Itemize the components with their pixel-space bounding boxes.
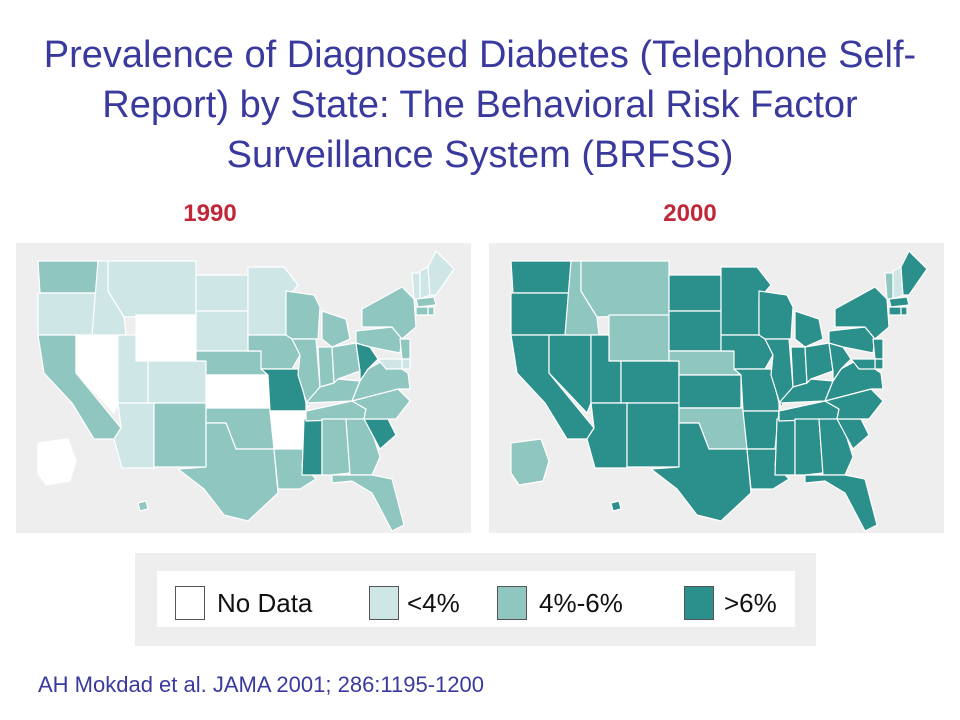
state-or [37, 292, 99, 336]
state-nm [153, 402, 207, 468]
state-tx [650, 422, 752, 522]
state-ak [37, 438, 77, 486]
state-ri [900, 306, 908, 316]
state-vt [884, 272, 894, 300]
state-fl [804, 474, 878, 532]
state-ar [269, 410, 307, 450]
state-tx [177, 422, 279, 522]
state-ct [888, 306, 902, 316]
states-layer [37, 250, 455, 532]
legend-swatch-no-data [175, 586, 205, 620]
state-ri [427, 306, 435, 316]
state-mi [321, 310, 351, 348]
state-az [113, 402, 155, 469]
state-nd [668, 274, 722, 312]
state-ak [510, 438, 550, 486]
state-co [147, 360, 207, 404]
state-ne [195, 350, 267, 376]
state-ne [668, 350, 740, 376]
state-ks [205, 374, 269, 409]
state-vt [411, 272, 421, 300]
state-in [317, 346, 335, 388]
state-md [850, 358, 876, 370]
state-nd [195, 274, 249, 312]
map-panel-1990 [16, 243, 471, 533]
legend-panel: No Data <4% 4%-6% >6% [157, 571, 795, 627]
state-wy [608, 314, 670, 362]
slide-title: Prevalence of Diagnosed Diabetes (Teleph… [43, 34, 917, 176]
state-nm [626, 402, 680, 468]
state-il [764, 338, 794, 408]
state-mi [794, 310, 824, 348]
state-wa [510, 260, 572, 294]
legend-label-mid: 4%-6% [539, 588, 623, 618]
state-wi [758, 290, 794, 340]
us-map-2000 [510, 250, 928, 532]
state-oh [804, 342, 834, 384]
state-oh [331, 342, 361, 384]
state-ar [742, 410, 780, 450]
map-year-label-1990: 1990 [183, 200, 237, 227]
legend-label-high: >6% [724, 588, 777, 618]
state-hi [137, 500, 149, 512]
legend-swatch-high [684, 586, 714, 620]
map-panel-2000 [489, 243, 944, 533]
state-wy [135, 314, 197, 362]
state-sd [195, 310, 249, 352]
state-ms [774, 418, 796, 476]
state-hi [610, 500, 622, 512]
state-ma [415, 296, 437, 308]
state-ks [678, 374, 742, 409]
state-az [586, 402, 628, 469]
state-or [510, 292, 572, 336]
state-ct [415, 306, 429, 316]
state-fl [331, 474, 405, 532]
legend: No Data <4% 4%-6% >6% [135, 553, 816, 646]
state-me [427, 250, 455, 296]
state-wa [37, 260, 99, 294]
states-layer [510, 250, 928, 532]
state-sd [668, 310, 722, 352]
state-de [874, 358, 884, 370]
state-me [900, 250, 928, 296]
state-ms [301, 418, 323, 476]
state-il [291, 338, 321, 408]
map-year-label-2000: 2000 [663, 200, 717, 227]
legend-swatch-mid [497, 586, 527, 620]
us-map-1990 [37, 250, 455, 532]
state-ny [834, 286, 890, 340]
state-ma [888, 296, 910, 308]
state-nj [399, 338, 411, 360]
state-in [790, 346, 808, 388]
state-co [620, 360, 680, 404]
state-md [377, 358, 403, 370]
state-wi [285, 290, 321, 340]
legend-label-low: <4% [407, 588, 460, 618]
state-de [401, 358, 411, 370]
citation: AH Mokdad et al. JAMA 2001; 286:1195-120… [38, 672, 484, 697]
legend-label-no-data: No Data [217, 588, 313, 618]
state-al [794, 418, 824, 476]
state-mt [107, 260, 197, 318]
state-mt [580, 260, 670, 318]
state-al [321, 418, 351, 476]
legend-swatch-low [369, 586, 399, 620]
state-nj [872, 338, 884, 360]
state-ny [361, 286, 417, 340]
